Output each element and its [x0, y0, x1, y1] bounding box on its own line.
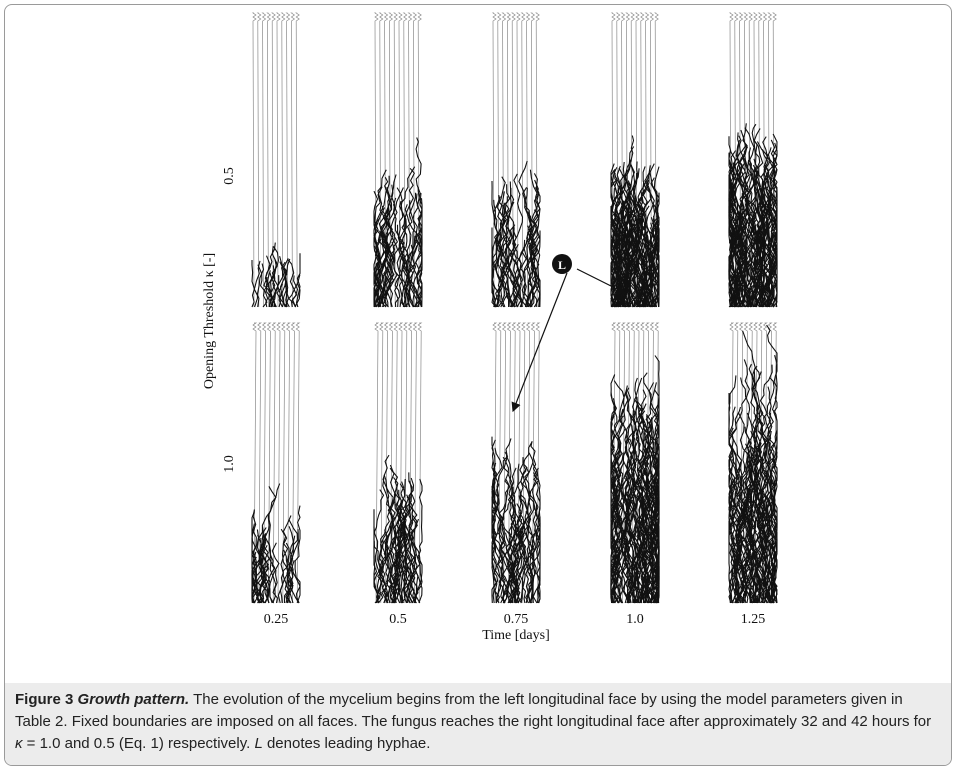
column-label: 0.25 — [264, 612, 289, 627]
figure-frame: 0.5 1.0 Opening Threshold κ [-] 0.25 0.5… — [4, 4, 952, 766]
chamber-line — [296, 323, 299, 603]
caption-symbol: κ — [15, 735, 23, 752]
annotation-label: L — [558, 258, 566, 272]
caption-symbol: L — [254, 735, 262, 752]
column-label: 0.75 — [504, 612, 529, 627]
row-label: 0.5 — [222, 167, 237, 185]
caption-text: denotes leading hyphae. — [263, 735, 431, 752]
chamber-line — [296, 13, 299, 307]
chamber-line — [272, 13, 275, 307]
column-label: 1.0 — [626, 612, 644, 627]
panels — [252, 13, 777, 603]
caption-title: Growth pattern. — [78, 691, 190, 708]
caption-text: = 1.0 and 0.5 (Eq. 1) respectively. — [23, 735, 255, 752]
figure: 0.5 1.0 Opening Threshold κ [-] 0.25 0.5… — [5, 5, 951, 683]
caption-label: Figure 3 — [15, 691, 73, 708]
caption: Figure 3 Growth pattern. The evolution o… — [5, 683, 951, 766]
chamber-line — [263, 13, 266, 307]
column-label: 1.25 — [741, 612, 766, 627]
y-axis-title: Opening Threshold κ [-] — [202, 253, 217, 389]
chamber-line — [291, 13, 294, 307]
x-axis-title: Time [days] — [482, 628, 550, 643]
row-label: 1.0 — [222, 455, 237, 473]
chamber-line — [253, 13, 256, 307]
column-label: 0.5 — [389, 612, 407, 627]
